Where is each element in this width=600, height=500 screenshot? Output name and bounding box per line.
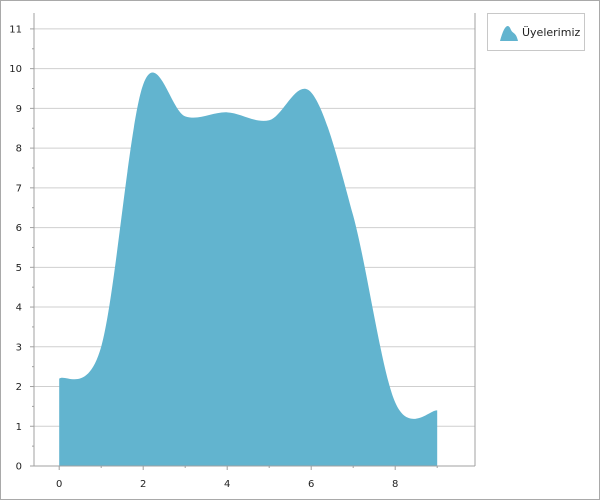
y-tick-label: 9 (16, 104, 22, 115)
y-tick-label: 4 (16, 303, 22, 314)
y-tick-label: 8 (16, 144, 22, 155)
x-tick-label: 0 (56, 479, 62, 490)
x-tick-label: 8 (392, 479, 398, 490)
legend-area-icon (500, 25, 518, 41)
y-tick-label: 0 (16, 462, 22, 473)
legend-label: Üyelerimiz (522, 26, 581, 39)
y-tick-label: 2 (16, 382, 22, 393)
y-axis-tick-labels: 0 1 2 3 4 5 6 7 8 9 10 11 (9, 24, 34, 473)
y-tick-label: 1 (16, 422, 22, 433)
y-tick-label: 5 (16, 263, 22, 274)
x-axis-tick-labels: 0 2 4 6 8 (56, 466, 438, 490)
y-tick-label: 3 (16, 342, 22, 353)
y-tick-label: 7 (16, 183, 22, 194)
x-tick-label: 4 (224, 479, 230, 490)
x-tick-label: 2 (140, 479, 146, 490)
y-tick-label: 10 (9, 64, 22, 75)
series-area-uyelerimiz (59, 72, 438, 466)
y-tick-label: 11 (9, 24, 22, 35)
y-tick-label: 6 (16, 223, 22, 234)
legend: Üyelerimiz (487, 13, 585, 51)
x-tick-label: 6 (308, 479, 314, 490)
